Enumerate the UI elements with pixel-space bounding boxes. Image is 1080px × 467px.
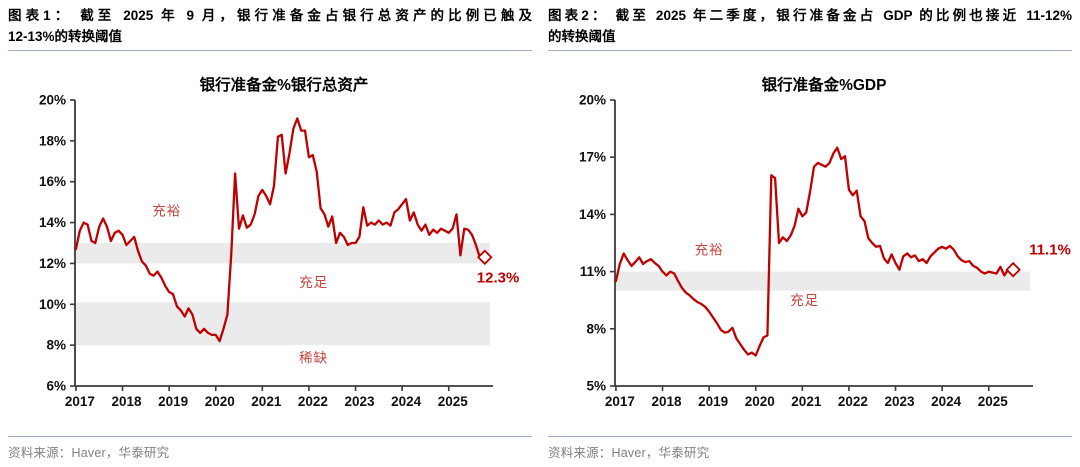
x-tick-label: 2020 <box>745 394 775 409</box>
regime-annotation: 充足 <box>790 293 819 308</box>
figure2-bottom-rule <box>548 436 1072 437</box>
y-tick-label: 10% <box>39 297 66 312</box>
x-tick-label: 2018 <box>112 394 143 409</box>
y-tick-label: 20% <box>579 93 606 108</box>
figure1-source: 资料来源：Haver，华泰研究 <box>8 446 170 460</box>
x-tick-label: 2022 <box>298 394 328 409</box>
figure1-caption-line1: 图表1： 截至 2025 年 9 月，银行准备金占银行总资产的比例已触及 <box>8 8 532 23</box>
figure1-caption: 图表1： 截至 2025 年 9 月，银行准备金占银行总资产的比例已触及 12-… <box>8 5 532 47</box>
regime-annotation: 充足 <box>299 275 328 290</box>
x-tick-label: 2017 <box>65 394 95 409</box>
figure2-caption: 图表2： 截至 2025 年二季度，银行准备金占 GDP 的比例也接近 11-1… <box>548 5 1072 47</box>
y-tick-label: 20% <box>39 93 66 108</box>
figure2-line-chart: 银行准备金%GDP 5% 8% 11% 14% 17% 20% 2017 2018 2019 202… <box>579 75 1071 409</box>
x-tick-label: 2023 <box>885 394 916 409</box>
y-tick-label: 18% <box>39 133 66 148</box>
threshold-band <box>75 243 490 264</box>
chart-title: 银行准备金%GDP <box>762 75 887 94</box>
y-tick-label: 17% <box>579 150 606 165</box>
y-tick-label: 8% <box>46 338 66 353</box>
y-tick-label: 5% <box>586 379 606 394</box>
series-line <box>74 117 481 343</box>
chart-title: 银行准备金%银行总资产 <box>200 75 369 94</box>
latest-value-label: 11.1% <box>1029 242 1071 259</box>
x-tick-label: 2017 <box>605 394 635 409</box>
figure2-caption-line1: 图表2： 截至 2025 年二季度，银行准备金占 GDP 的比例也接近 11-1… <box>548 8 1072 23</box>
y-tick-label: 6% <box>46 379 66 394</box>
y-tick-label: 16% <box>39 174 66 189</box>
y-tick-label: 11% <box>580 264 606 279</box>
figure1-panel: 图表1： 截至 2025 年 9 月，银行准备金占银行总资产的比例已触及 12-… <box>8 0 540 467</box>
figure1-caption-line2: 12-13%的转换阈值 <box>8 29 123 44</box>
regime-annotation: 充裕 <box>695 242 724 257</box>
x-tick-label: 2021 <box>251 394 282 409</box>
x-tick-label: 2019 <box>698 394 728 409</box>
figure1-bottom-rule <box>8 436 532 437</box>
y-tick-label: 14% <box>39 215 66 230</box>
x-tick-label: 2020 <box>205 394 235 409</box>
figure1-top-rule <box>8 50 532 51</box>
threshold-band <box>75 302 490 346</box>
x-tick-label: 2025 <box>438 394 469 409</box>
x-tick-label: 2024 <box>931 394 962 409</box>
x-tick-label: 2021 <box>791 394 822 409</box>
y-tick-label: 8% <box>586 321 606 336</box>
x-tick-label: 2023 <box>345 394 376 409</box>
figure2-top-rule <box>548 50 1072 51</box>
x-tick-label: 2024 <box>391 394 422 409</box>
x-tick-label: 2025 <box>978 394 1009 409</box>
y-tick-label: 14% <box>579 207 606 222</box>
figure2-caption-line2: 的转换阈值 <box>548 29 616 44</box>
x-tick-label: 2019 <box>158 394 188 409</box>
figure2-source: 资料来源：Haver，华泰研究 <box>548 446 710 460</box>
figure1-line-chart: 银行准备金%银行总资产 6% 8% 10% 12% 14% 16% 18% 20% 2017 201… <box>39 75 520 409</box>
y-tick-label: 12% <box>39 256 66 271</box>
regime-annotation: 稀缺 <box>299 351 328 366</box>
series-line <box>614 146 1010 357</box>
figure2-panel: 图表2： 截至 2025 年二季度，银行准备金占 GDP 的比例也接近 11-1… <box>548 0 1080 467</box>
latest-value-label: 12.3% <box>477 269 520 286</box>
threshold-band <box>615 271 1030 291</box>
regime-annotation: 充裕 <box>152 203 181 218</box>
x-tick-label: 2018 <box>652 394 683 409</box>
latest-point-diamond <box>477 249 493 266</box>
x-tick-label: 2022 <box>838 394 868 409</box>
latest-point-diamond <box>1005 261 1021 278</box>
